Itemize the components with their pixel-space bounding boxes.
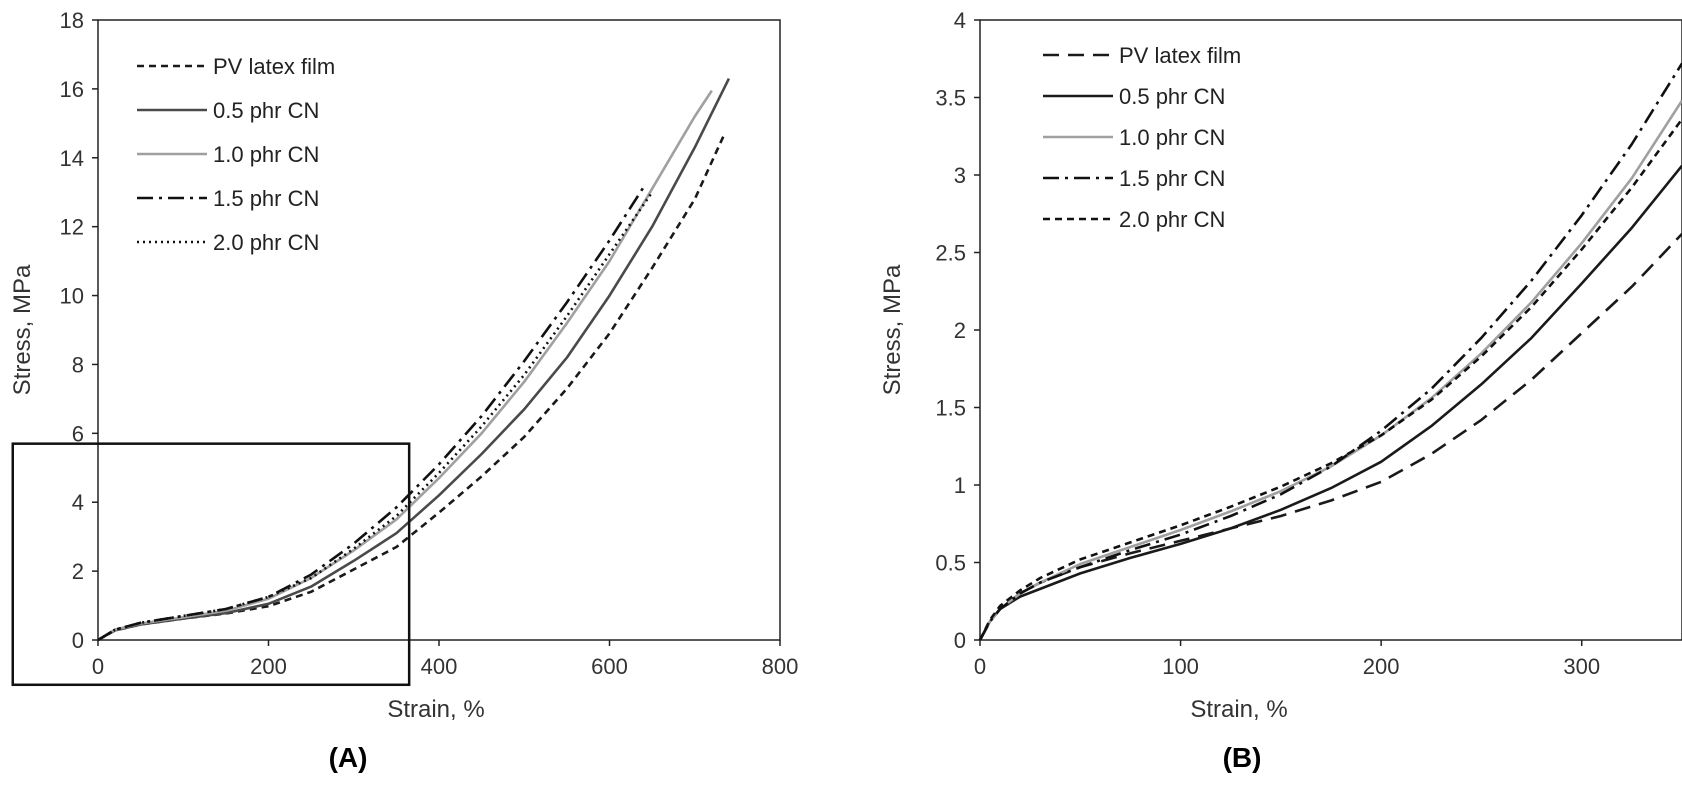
y-tick-label: 0	[954, 628, 966, 653]
series-line-4	[978, 62, 1682, 641]
y-axis-label: Stress, MPa	[9, 264, 36, 395]
x-tick-label: 200	[1363, 654, 1400, 679]
y-tick-label: 16	[60, 77, 84, 102]
y-tick-label: 3.5	[935, 86, 966, 111]
legend-label: 2.0 phr CN	[1119, 207, 1225, 232]
series-line-5	[97, 191, 654, 642]
y-tick-label: 4	[72, 490, 84, 515]
legend-label: 1.5 phr CN	[1119, 166, 1225, 191]
legend-label: 2.0 phr CN	[213, 230, 319, 255]
series-line-1	[978, 233, 1682, 641]
x-tick-label: 300	[1563, 654, 1600, 679]
x-tick-label: 100	[1162, 654, 1199, 679]
y-tick-label: 0.5	[935, 551, 966, 576]
y-tick-label: 14	[60, 146, 84, 171]
y-tick-label: 0	[72, 628, 84, 653]
legend-label: 1.0 phr CN	[213, 142, 319, 167]
y-tick-label: 18	[60, 8, 84, 33]
y-tick-label: 10	[60, 284, 84, 309]
x-tick-label: 0	[92, 654, 104, 679]
series-line-4	[97, 186, 645, 642]
panel-label: (A)	[329, 742, 368, 773]
x-axis-label: Strain, %	[1190, 696, 1287, 723]
x-axis-label: Strain, %	[387, 696, 484, 723]
x-tick-label: 800	[762, 654, 799, 679]
series-line-3	[978, 99, 1682, 641]
panel-label: (B)	[1223, 742, 1262, 773]
y-tick-label: 8	[72, 352, 84, 377]
plot-area-frame	[97, 19, 781, 641]
chart-a: 0 2 4 6 8 10 12 14 16 18 0 200 400 600 800 Strain, % Str…	[9, 8, 798, 773]
y-tick-label: 6	[72, 421, 84, 446]
series-line-2	[978, 164, 1682, 641]
x-tick-label: 600	[591, 654, 628, 679]
y-axis-label: Stress, MPa	[879, 264, 906, 395]
y-tick-label: 12	[60, 215, 84, 240]
y-tick-label: 4	[954, 8, 966, 33]
y-tick-label: 2	[954, 318, 966, 343]
legend-label: 0.5 phr CN	[1119, 84, 1225, 109]
y-tick-label: 2.5	[935, 241, 966, 266]
y-tick-label: 1.5	[935, 396, 966, 421]
legend-label: PV latex film	[1119, 43, 1241, 68]
y-tick-label: 2	[72, 559, 84, 584]
y-tick-label: 3	[954, 163, 966, 188]
legend-label: 1.5 phr CN	[213, 186, 319, 211]
legend-label: 1.0 phr CN	[1119, 125, 1225, 150]
chart-b: 0 0.5 1 1.5 2 2.5 3 3.5 4 0 100 200 300 Strain, % Stre…	[879, 8, 1682, 773]
x-tick-label: 0	[974, 654, 986, 679]
legend-label: PV latex film	[213, 54, 335, 79]
plot-area-frame	[979, 19, 1682, 641]
series-line-2	[97, 78, 731, 642]
legend-label: 0.5 phr CN	[213, 98, 319, 123]
y-tick-label: 1	[954, 473, 966, 498]
series-line-5	[978, 118, 1682, 641]
x-tick-label: 200	[250, 654, 287, 679]
x-tick-label: 400	[421, 654, 458, 679]
series-line-3	[97, 89, 713, 642]
zoom-region-box	[11, 442, 411, 687]
